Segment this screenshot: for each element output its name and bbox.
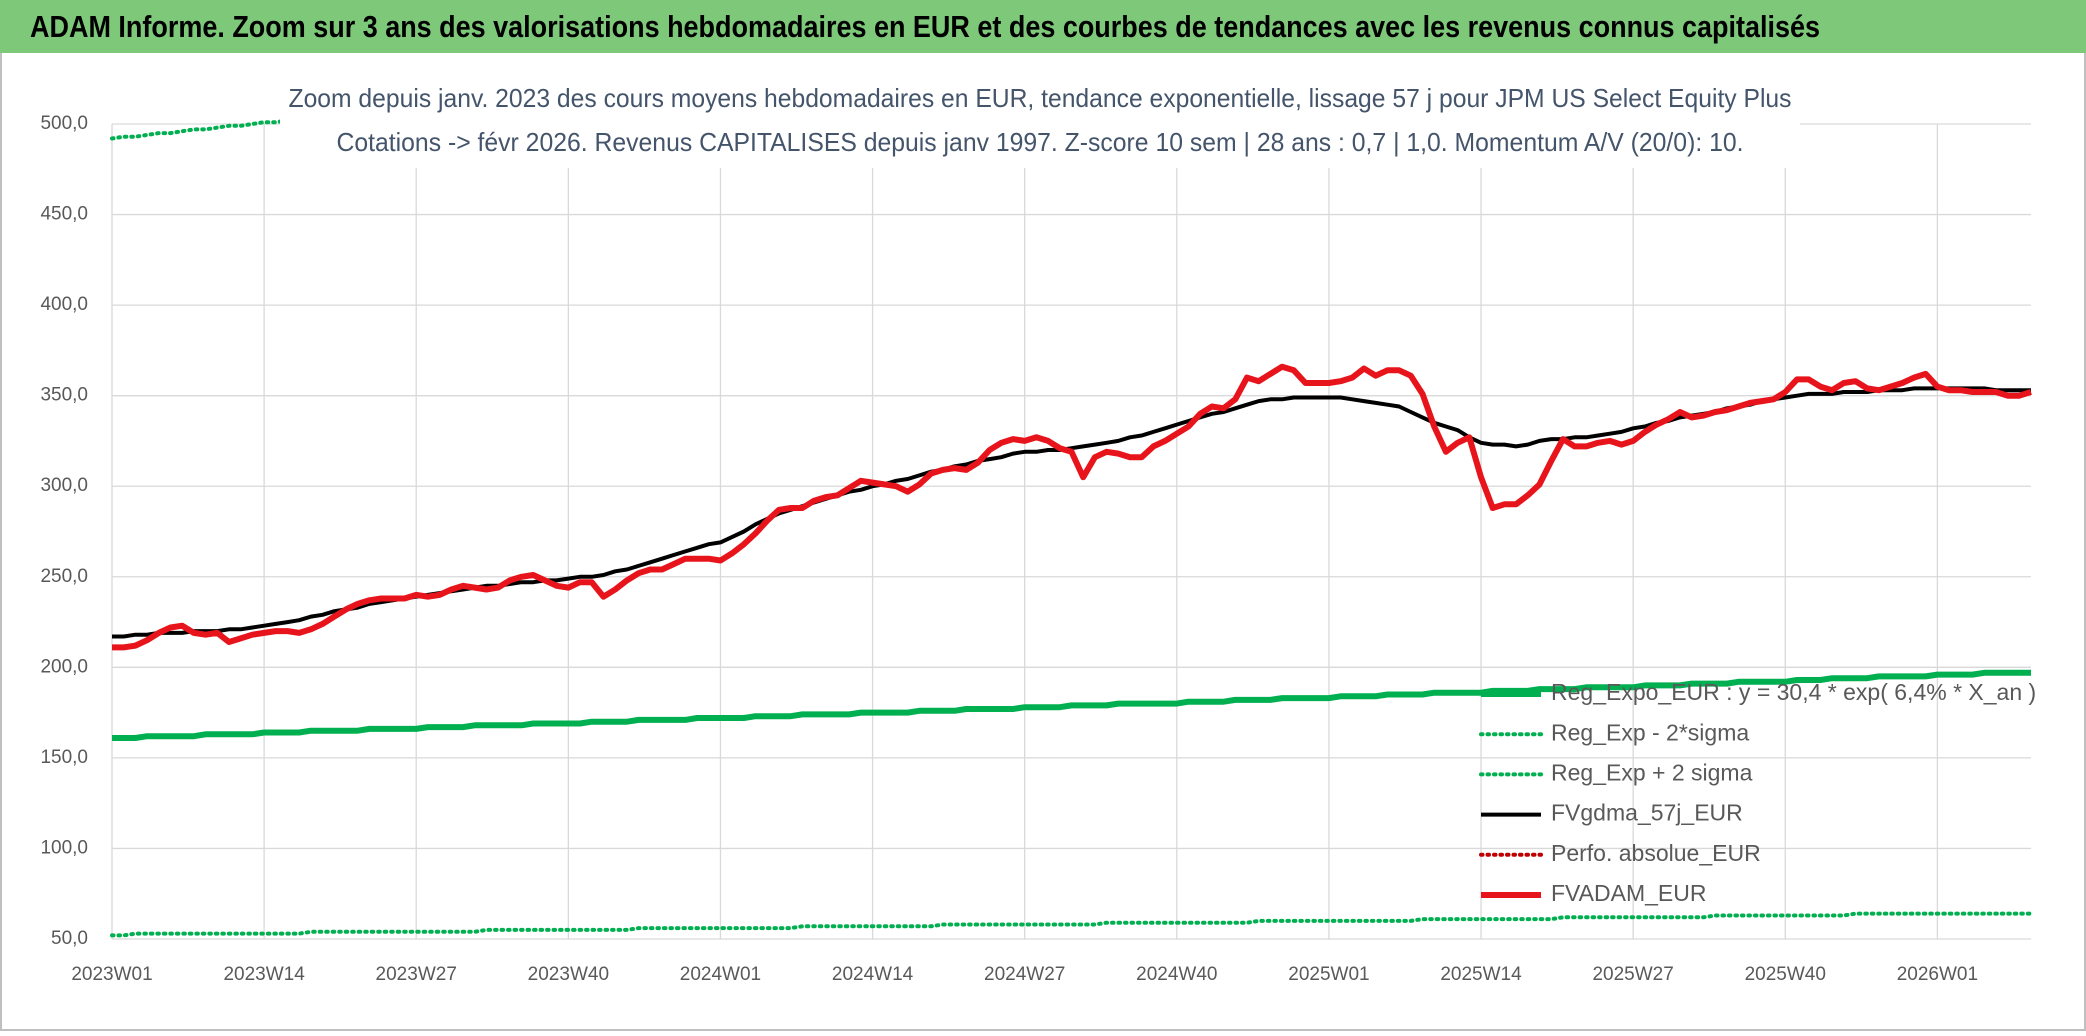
y-tick-label: 200,0 xyxy=(40,656,88,677)
y-tick-label: 500,0 xyxy=(40,113,88,134)
legend: Reg_Expo_EUR : y = 30,4 * exp( 6,4% * X_… xyxy=(1479,679,2036,906)
chart-title: ADAM Informe. Zoom sur 3 ans des valoris… xyxy=(30,9,1820,44)
legend-label: Perfo. absolue_EUR xyxy=(1551,840,1761,866)
legend-label: Reg_Exp + 2 sigma xyxy=(1551,759,1753,785)
x-tick-label: 2023W40 xyxy=(528,964,609,985)
x-tick-label: 2024W14 xyxy=(832,964,914,985)
x-tick-label: 2024W40 xyxy=(1136,964,1217,985)
y-tick-label: 150,0 xyxy=(40,747,88,768)
x-tick-label: 2024W27 xyxy=(984,964,1065,985)
y-tick-label: 300,0 xyxy=(40,475,88,496)
series-line xyxy=(110,911,2033,938)
chart-subtitle: Zoom depuis janv. 2023 des cours moyens … xyxy=(289,83,1792,113)
grid: 50,0 100,0 150,0 200,0 250,0 300,0 350,0 400,0 4… xyxy=(40,113,2031,985)
y-tick-label: 250,0 xyxy=(40,566,88,587)
x-tick-label: 2025W14 xyxy=(1440,964,1522,985)
title-banner xyxy=(0,0,2086,53)
subtitle-box xyxy=(280,80,1800,168)
legend-label: FVgdma_57j_EUR xyxy=(1551,800,1743,826)
x-tick-label: 2023W14 xyxy=(223,964,305,985)
y-tick-label: 100,0 xyxy=(40,837,88,858)
x-tick-label: 2024W01 xyxy=(680,964,761,985)
y-tick-label: 400,0 xyxy=(40,294,88,315)
chart-subtitle: Cotations -> févr 2026. Revenus CAPITALI… xyxy=(337,127,1744,157)
x-tick-label: 2026W01 xyxy=(1897,964,1978,985)
series-line xyxy=(112,363,2032,651)
y-tick-label: 50,0 xyxy=(51,928,88,949)
y-tick-label: 350,0 xyxy=(40,385,88,406)
legend-label: Reg_Exp - 2*sigma xyxy=(1551,719,1749,745)
x-tick-label: 2025W01 xyxy=(1288,964,1369,985)
legend-label: Reg_Expo_EUR : y = 30,4 * exp( 6,4% * X_… xyxy=(1551,679,2036,705)
x-tick-label: 2023W27 xyxy=(376,964,457,985)
y-tick-label: 450,0 xyxy=(40,204,88,225)
x-tick-label: 2025W40 xyxy=(1745,964,1826,985)
x-tick-label: 2023W01 xyxy=(71,964,152,985)
legend-label: FVADAM_EUR xyxy=(1551,880,1707,906)
series-line xyxy=(112,669,2031,741)
x-tick-label: 2025W27 xyxy=(1592,964,1673,985)
plot xyxy=(110,118,2033,938)
